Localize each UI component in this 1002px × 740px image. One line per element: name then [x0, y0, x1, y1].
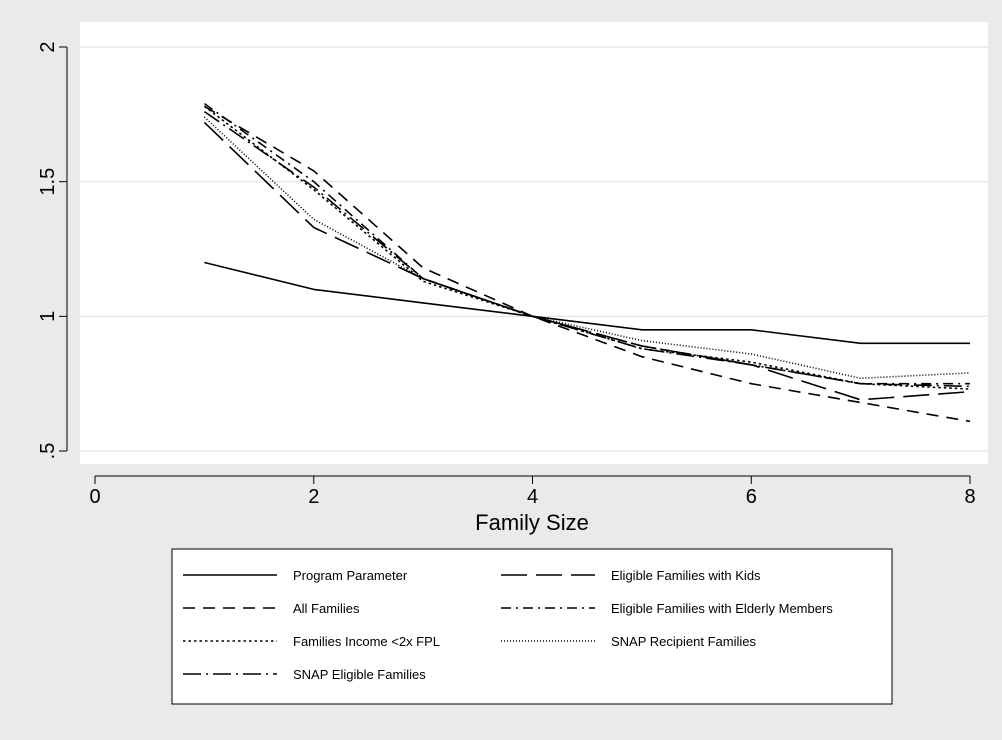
legend-label: SNAP Eligible Families	[293, 667, 426, 682]
y-tick-label: 2	[37, 41, 59, 52]
series-line-2	[203, 121, 971, 401]
legend: Program Parameter Eligible Families with …	[171, 548, 893, 705]
y-tick-label: 1	[37, 311, 59, 322]
series-line-7	[203, 110, 971, 388]
legend-label: Families Income <2x FPL	[293, 634, 440, 649]
y-tick-label: 1.5	[37, 168, 59, 196]
legend-label: All Families	[293, 601, 360, 616]
legend-label: SNAP Recipient Families	[611, 634, 756, 649]
x-axis-title: Family Size	[475, 510, 589, 535]
plot-area	[80, 22, 988, 464]
x-tick-label: 8	[964, 486, 975, 508]
series-line-5	[203, 105, 971, 390]
series-lines	[203, 102, 971, 423]
series-line-1	[204, 261, 970, 345]
series-line-6	[203, 116, 971, 380]
legend-label: Eligible Families with Elderly Members	[611, 601, 833, 616]
series-line-3	[203, 105, 971, 423]
x-tick-label: 4	[527, 486, 538, 508]
x-tick-label: 6	[746, 486, 757, 508]
x-tick-label: 0	[89, 486, 100, 508]
y-tick-label: .5	[37, 443, 59, 460]
axes: .5 1 1.5 2 0 2 4 6 8	[37, 41, 976, 508]
series-line-4	[203, 102, 970, 385]
legend-label: Eligible Families with Kids	[611, 568, 761, 583]
x-tick-label: 2	[308, 486, 319, 508]
legend-box	[171, 548, 893, 705]
gridlines	[80, 46, 988, 452]
legend-label: Program Parameter	[293, 568, 408, 583]
